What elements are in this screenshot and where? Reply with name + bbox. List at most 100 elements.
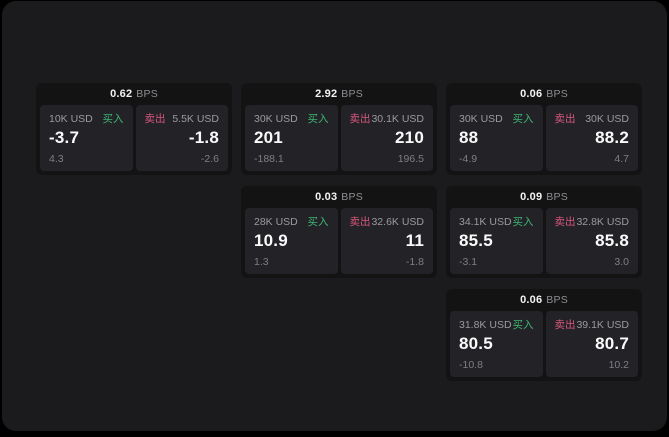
buy-label: 买入 (102, 113, 124, 125)
sell-sub-value: 3.0 (614, 256, 629, 268)
sell-tile[interactable]: 卖出 30K USD 88.2 4.7 (545, 105, 638, 171)
bps-header: 0.06 BPS (450, 289, 638, 311)
sell-tile[interactable]: 卖出 32.8K USD 85.8 3.0 (545, 208, 638, 274)
sell-price: 210 (395, 128, 424, 147)
buy-price: 85.5 (459, 231, 493, 250)
bps-unit-label: BPS (546, 88, 568, 100)
buy-size: 30K USD (254, 113, 298, 125)
buy-price: -3.7 (49, 128, 80, 147)
bps-value: 2.92 (315, 88, 338, 100)
sell-size: 32.6K USD (371, 216, 424, 228)
buy-sub-value: -188.1 (254, 153, 284, 165)
buy-size: 31.8K USD (459, 319, 512, 331)
sell-sub-value: 4.7 (614, 153, 629, 165)
sell-label: 卖出 (349, 216, 371, 228)
buy-price: 10.9 (254, 231, 288, 250)
buy-label: 买入 (307, 216, 329, 228)
buy-size: 30K USD (459, 113, 503, 125)
quote-card: 2.92 BPS 30K USD 买入 201 -188.1 卖出 30.1K … (241, 83, 437, 175)
buy-sub-value: -10.8 (459, 359, 483, 371)
bps-unit-label: BPS (341, 191, 363, 203)
sell-sub-value: -1.8 (405, 256, 424, 268)
sell-sub-value: -2.6 (200, 153, 219, 165)
buy-sub-value: -4.9 (459, 153, 478, 165)
buy-tile-header: 10K USD 买入 (49, 113, 124, 125)
buy-price: 88 (459, 128, 479, 147)
sell-tile-header: 卖出 32.8K USD (555, 216, 630, 228)
bps-unit-label: BPS (546, 294, 568, 306)
sell-tile-header: 卖出 32.6K USD (350, 216, 425, 228)
quote-card-body: 31.8K USD 买入 80.5 -10.8 卖出 39.1K USD 80.… (450, 311, 638, 377)
sell-size: 30K USD (585, 113, 629, 125)
quote-card-body: 34.1K USD 买入 85.5 -3.1 卖出 32.8K USD 85.8… (450, 208, 638, 274)
buy-size: 28K USD (254, 216, 298, 228)
buy-tile[interactable]: 30K USD 买入 88 -4.9 (450, 105, 543, 171)
quote-card: 0.62 BPS 10K USD 买入 -3.7 4.3 卖出 5.5K USD… (36, 83, 232, 175)
quote-card-body: 28K USD 买入 10.9 1.3 卖出 32.6K USD 11 -1.8 (245, 208, 433, 274)
bps-header: 0.62 BPS (40, 83, 228, 105)
quote-card: 0.09 BPS 34.1K USD 买入 85.5 -3.1 卖出 32.8K… (446, 186, 642, 278)
sell-tile[interactable]: 卖出 5.5K USD -1.8 -2.6 (135, 105, 228, 171)
buy-tile-header: 28K USD 买入 (254, 216, 329, 228)
quote-card: 0.03 BPS 28K USD 买入 10.9 1.3 卖出 32.6K US… (241, 186, 437, 278)
bps-value: 0.06 (520, 88, 543, 100)
bps-unit-label: BPS (341, 88, 363, 100)
sell-tile[interactable]: 卖出 30.1K USD 210 196.5 (340, 105, 433, 171)
buy-tile[interactable]: 10K USD 买入 -3.7 4.3 (40, 105, 133, 171)
bps-value: 0.62 (110, 88, 133, 100)
quote-card: 0.06 BPS 30K USD 买入 88 -4.9 卖出 30K USD 8… (446, 83, 642, 175)
buy-label: 买入 (512, 216, 534, 228)
cards-grid: 0.62 BPS 10K USD 买入 -3.7 4.3 卖出 5.5K USD… (36, 83, 642, 381)
bps-unit-label: BPS (136, 88, 158, 100)
buy-price: 201 (254, 128, 283, 147)
buy-size: 10K USD (49, 113, 93, 125)
buy-tile-header: 34.1K USD 买入 (459, 216, 534, 228)
sell-size: 30.1K USD (371, 113, 424, 125)
sell-price: 85.8 (595, 231, 629, 250)
sell-price: -1.8 (188, 128, 219, 147)
sell-tile-header: 卖出 30.1K USD (350, 113, 425, 125)
sell-sub-value: 10.2 (608, 359, 629, 371)
buy-label: 买入 (512, 319, 534, 331)
buy-sub-value: 4.3 (49, 153, 64, 165)
sell-label: 卖出 (144, 113, 166, 125)
sell-label: 卖出 (554, 216, 576, 228)
buy-size: 34.1K USD (459, 216, 512, 228)
bps-value: 0.06 (520, 294, 543, 306)
sell-price: 88.2 (595, 128, 629, 147)
buy-tile[interactable]: 31.8K USD 买入 80.5 -10.8 (450, 311, 543, 377)
buy-sub-value: -3.1 (459, 256, 478, 268)
buy-tile-header: 31.8K USD 买入 (459, 319, 534, 331)
buy-tile[interactable]: 28K USD 买入 10.9 1.3 (245, 208, 338, 274)
quote-card-body: 30K USD 买入 88 -4.9 卖出 30K USD 88.2 4.7 (450, 105, 638, 171)
buy-tile[interactable]: 30K USD 买入 201 -188.1 (245, 105, 338, 171)
sell-size: 32.8K USD (576, 216, 629, 228)
bps-unit-label: BPS (546, 191, 568, 203)
bps-header: 2.92 BPS (245, 83, 433, 105)
sell-sub-value: 196.5 (397, 153, 424, 165)
sell-price: 80.7 (595, 334, 629, 353)
buy-sub-value: 1.3 (254, 256, 269, 268)
quote-card-body: 10K USD 买入 -3.7 4.3 卖出 5.5K USD -1.8 -2.… (40, 105, 228, 171)
sell-label: 卖出 (349, 113, 371, 125)
sell-label: 卖出 (554, 319, 576, 331)
sell-tile[interactable]: 卖出 32.6K USD 11 -1.8 (340, 208, 433, 274)
buy-tile[interactable]: 34.1K USD 买入 85.5 -3.1 (450, 208, 543, 274)
buy-price: 80.5 (459, 334, 493, 353)
sell-tile[interactable]: 卖出 39.1K USD 80.7 10.2 (545, 311, 638, 377)
buy-tile-header: 30K USD 买入 (254, 113, 329, 125)
sell-price: 11 (405, 231, 424, 250)
sell-size: 39.1K USD (576, 319, 629, 331)
sell-tile-header: 卖出 39.1K USD (555, 319, 630, 331)
buy-label: 买入 (512, 113, 534, 125)
sell-tile-header: 卖出 30K USD (555, 113, 630, 125)
buy-label: 买入 (307, 113, 329, 125)
quotes-board-window: 0.62 BPS 10K USD 买入 -3.7 4.3 卖出 5.5K USD… (2, 1, 667, 431)
bps-header: 0.09 BPS (450, 186, 638, 208)
bps-header: 0.06 BPS (450, 83, 638, 105)
quote-card: 0.06 BPS 31.8K USD 买入 80.5 -10.8 卖出 39.1… (446, 289, 642, 381)
bps-value: 0.03 (315, 191, 338, 203)
sell-tile-header: 卖出 5.5K USD (145, 113, 220, 125)
sell-size: 5.5K USD (172, 113, 219, 125)
bps-value: 0.09 (520, 191, 543, 203)
